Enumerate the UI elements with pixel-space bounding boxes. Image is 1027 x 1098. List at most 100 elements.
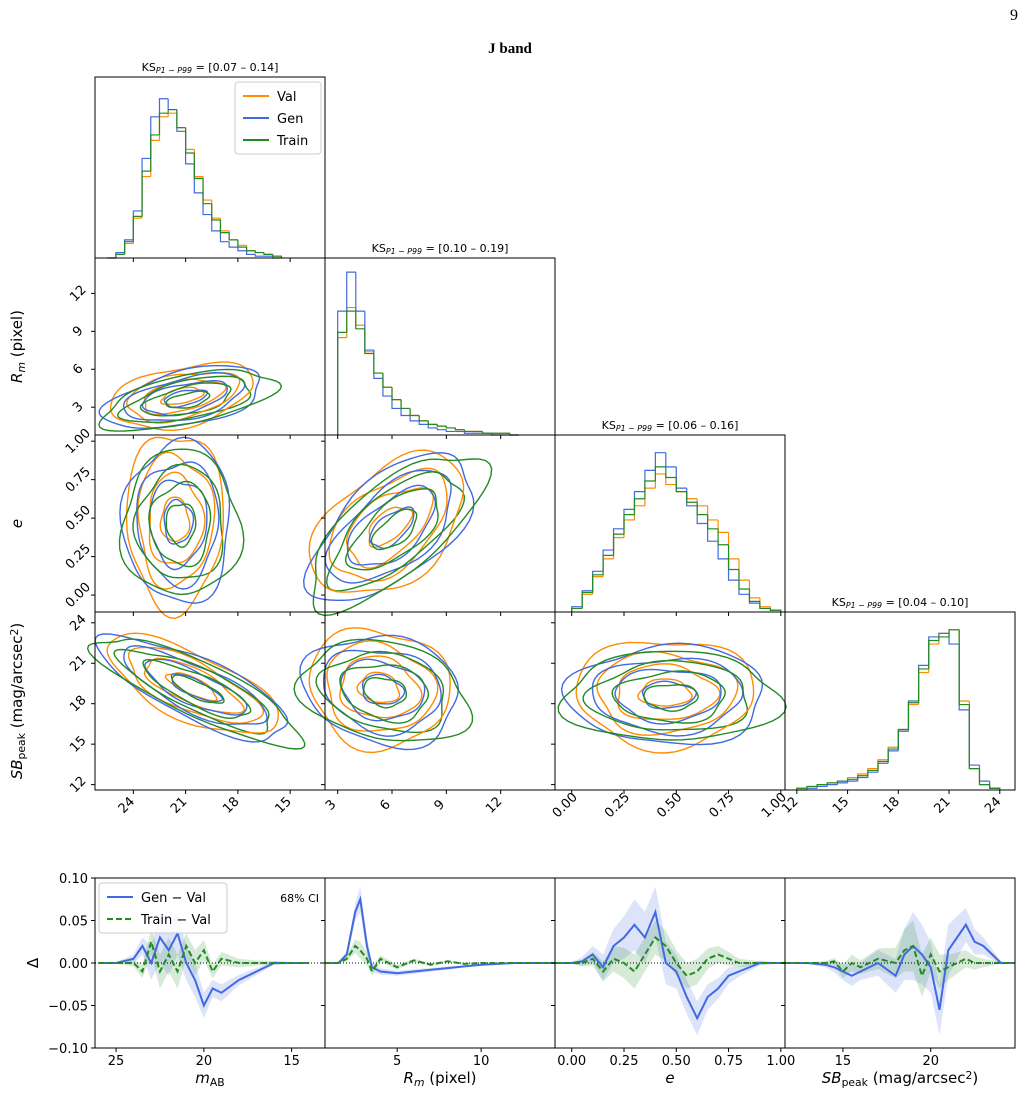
ci-band xyxy=(98,912,310,1019)
histogram-step xyxy=(436,427,447,431)
histogram-step xyxy=(759,601,771,610)
histogram-step xyxy=(400,408,411,417)
panel-title: KSP1 − P99 = [0.10 – 0.19] xyxy=(372,242,509,256)
ci-band xyxy=(555,886,785,1036)
density-contour xyxy=(328,467,448,582)
text-part: P1 − P99 xyxy=(616,424,652,433)
density-contour xyxy=(302,452,475,601)
histogram-step xyxy=(150,134,160,172)
y-axis-label: Δ xyxy=(24,957,42,968)
histogram-step xyxy=(989,784,1001,790)
histogram-step xyxy=(887,748,899,762)
text-part: SB xyxy=(822,1069,842,1087)
density-contour xyxy=(148,471,206,564)
density-contour xyxy=(118,448,245,596)
histogram-step xyxy=(612,533,624,556)
histogram-step xyxy=(696,502,708,516)
x-tick-label: 15 xyxy=(283,1054,300,1069)
x-tick-label: 0.50 xyxy=(662,1054,691,1069)
histogram-step xyxy=(826,782,838,785)
y-tick-label: −0.10 xyxy=(48,1042,88,1057)
legend-label: Train xyxy=(276,134,308,149)
density-contour xyxy=(165,390,211,409)
difference-line xyxy=(555,936,785,977)
histogram-step xyxy=(115,253,125,258)
histogram-step xyxy=(141,170,151,217)
density-contour xyxy=(119,436,231,604)
histogram-step xyxy=(675,477,687,493)
x-tick-label: 10 xyxy=(473,1054,490,1069)
histogram-step xyxy=(391,387,402,401)
density-contour xyxy=(356,671,401,704)
text-part: R xyxy=(404,1069,414,1087)
density-contour xyxy=(370,508,418,551)
histogram-step xyxy=(581,591,593,609)
histogram-step xyxy=(427,424,438,429)
histogram-step xyxy=(263,252,273,255)
histogram-step xyxy=(409,415,420,422)
histogram-step xyxy=(717,541,729,560)
histogram-step xyxy=(124,241,134,255)
x-tick-label: 5 xyxy=(393,1054,401,1069)
legend-label: Val xyxy=(277,90,296,105)
histogram-step xyxy=(857,775,868,780)
histogram-step xyxy=(337,331,347,435)
histogram-step xyxy=(806,785,818,789)
x-tick-label: 1.00 xyxy=(766,1054,795,1069)
y-axis-label: SBpeak (mag/arcsec2) xyxy=(8,623,28,780)
histogram-step xyxy=(211,203,221,221)
y-tick-label: 0.00 xyxy=(59,957,88,972)
density-contour xyxy=(159,386,205,406)
density-contour xyxy=(123,372,246,421)
histogram-step xyxy=(445,429,456,433)
histogram-step xyxy=(897,728,909,750)
axes-frame xyxy=(554,434,786,613)
density-contour xyxy=(582,659,749,731)
histogram-step xyxy=(245,247,256,252)
histogram-step xyxy=(816,784,828,787)
text-part: 2 xyxy=(8,629,21,636)
histogram-step xyxy=(727,544,739,571)
histogram-step xyxy=(654,452,666,471)
histogram-step xyxy=(877,760,889,771)
density-contour xyxy=(325,471,466,592)
legend-label: Gen xyxy=(277,112,303,127)
y-tick-label: 0.10 xyxy=(59,872,88,887)
text-part: (pixel) xyxy=(424,1069,476,1087)
text-part: = [0.10 – 0.19] xyxy=(422,242,508,255)
histogram-step xyxy=(427,420,438,425)
density-contour xyxy=(106,632,280,734)
text-part: ) xyxy=(8,623,26,629)
text-part: m xyxy=(414,1076,425,1089)
ci-band xyxy=(785,907,1015,1036)
difference-line xyxy=(98,930,310,1009)
difference-line xyxy=(325,944,555,974)
density-contour xyxy=(141,380,228,417)
density-contour xyxy=(363,676,407,709)
histogram-step xyxy=(846,778,858,782)
histogram-step xyxy=(907,702,919,730)
axes-frame xyxy=(94,76,326,259)
histogram-step xyxy=(968,704,980,770)
density-contour xyxy=(617,663,721,720)
histogram-step xyxy=(132,215,143,242)
density-contour xyxy=(637,678,693,707)
text-part: ) xyxy=(972,1069,978,1087)
text-part: KS xyxy=(832,596,846,609)
histogram-step xyxy=(748,588,760,602)
histogram-step xyxy=(602,554,614,575)
histogram-step xyxy=(219,219,230,234)
legend-label: Train − Val xyxy=(140,913,211,928)
axes-frame xyxy=(324,257,556,436)
density-contour xyxy=(596,650,739,736)
density-contour xyxy=(86,638,306,750)
histogram-step xyxy=(454,427,465,431)
density-contour xyxy=(113,648,270,735)
panel-title: KSP1 − P99 = [0.06 – 0.16] xyxy=(602,419,739,433)
histogram-step xyxy=(707,514,719,530)
histogram-step xyxy=(938,632,950,637)
difference-line xyxy=(555,908,785,1021)
histogram-step xyxy=(436,424,447,427)
